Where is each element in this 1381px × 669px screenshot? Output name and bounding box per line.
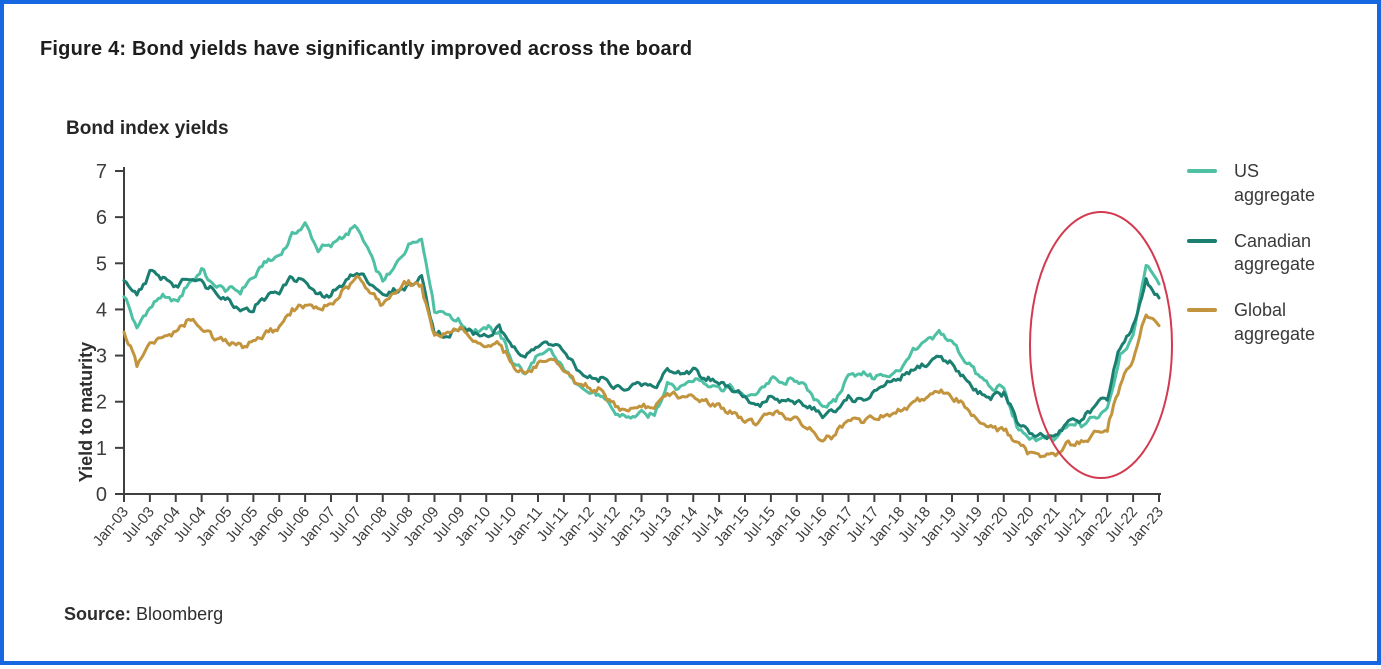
legend-label-us-aggregate: US aggregate	[1234, 161, 1316, 205]
figure-title: Figure 4: Bond yields have significantly…	[40, 38, 693, 60]
y-tick-label: 1	[96, 438, 107, 460]
y-tick-label: 5	[96, 253, 107, 275]
y-tick-label: 2	[96, 392, 107, 414]
legend: US aggregate Canadian aggregate Global agg…	[1187, 160, 1344, 347]
series-line-global-aggregate	[122, 274, 1161, 459]
series-line-canadian-aggregate	[122, 268, 1161, 441]
legend-swatch-canadian-aggregate	[1187, 238, 1217, 243]
series-line-us-aggregate	[122, 221, 1161, 443]
legend-item-global-aggregate: Global aggregate	[1187, 299, 1344, 347]
legend-item-us-aggregate: US aggregate	[1187, 160, 1344, 208]
chart-title: Bond index yields	[66, 118, 229, 139]
source-value: Bloomberg	[136, 604, 224, 624]
legend-label-global-aggregate: Global aggregate	[1234, 300, 1316, 344]
y-tick-label: 4	[96, 299, 107, 321]
legend-swatch-us-aggregate	[1187, 169, 1217, 173]
y-tick-label: 6	[96, 207, 107, 229]
line-chart: 01234567Jan-03Jul-03Jan-04Jul-04Jan-05Ju…	[90, 161, 1173, 550]
y-tick-label: 0	[96, 484, 107, 506]
y-tick-label: 7	[96, 161, 107, 183]
source-note: Source: Bloomberg	[64, 604, 223, 625]
source-label: Source:	[64, 604, 132, 624]
y-tick-label: 3	[96, 346, 107, 368]
legend-item-canadian-aggregate: Canadian aggregate	[1187, 230, 1344, 278]
legend-label-canadian-aggregate: Canadian aggregate	[1234, 230, 1316, 275]
annotation-ellipse	[1029, 211, 1173, 479]
legend-swatch-global-aggregate	[1187, 308, 1217, 312]
